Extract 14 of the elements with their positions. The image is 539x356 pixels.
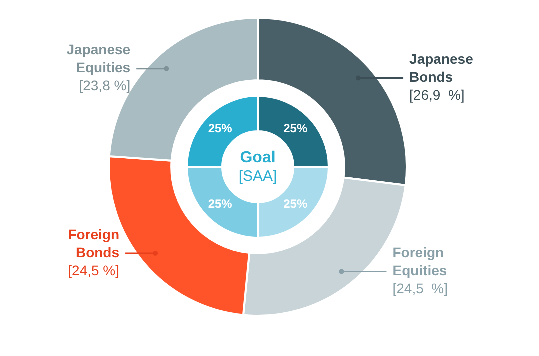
data-label: 25% bbox=[208, 196, 233, 211]
data-label: [24,5 %] bbox=[68, 262, 120, 278]
text: [SAA] bbox=[238, 168, 278, 186]
slice-label: Foreign Equities bbox=[392, 244, 448, 279]
slice-label: Foreign Bonds bbox=[68, 226, 120, 260]
data-label: [23,8 %] bbox=[79, 78, 131, 94]
data-label: 25% bbox=[284, 196, 308, 211]
slice-label: Japanese Equities bbox=[66, 42, 131, 76]
data-label: 25% bbox=[208, 122, 233, 136]
slice-label: Japanese Bonds bbox=[410, 51, 474, 86]
data-label: [24,5 %] bbox=[392, 280, 448, 297]
data-label: 25% bbox=[284, 122, 308, 136]
text: Goal bbox=[240, 149, 276, 166]
data-label: [26,9 %] bbox=[410, 87, 465, 104]
